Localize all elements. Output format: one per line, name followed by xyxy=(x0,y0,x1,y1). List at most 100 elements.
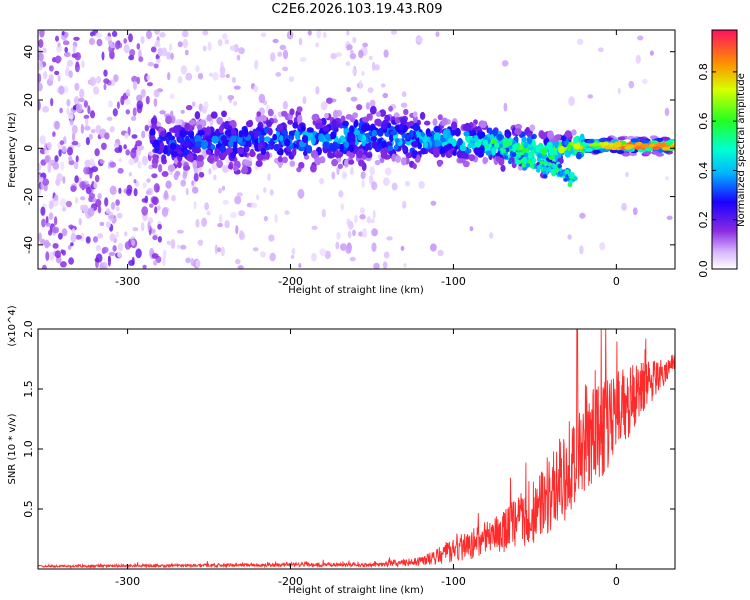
spectrogram-cell xyxy=(400,157,407,166)
spectrogram-cell xyxy=(58,85,65,95)
spectrogram-cell xyxy=(319,178,325,185)
spectrogram-cell xyxy=(361,179,365,188)
spectrogram-cell xyxy=(352,229,356,237)
spectrogram-cell xyxy=(535,145,541,153)
spectrogram-cell xyxy=(163,190,169,200)
spectrogram-cell xyxy=(322,125,330,132)
spectrogram-cell xyxy=(359,79,363,90)
spectrogram-cell xyxy=(269,189,274,196)
spectrogram-cell xyxy=(167,164,176,172)
spectrogram-cell xyxy=(269,252,276,262)
spectrogram-cell xyxy=(191,101,196,107)
spectrogram-cell xyxy=(352,129,360,136)
spectrogram-cell xyxy=(249,148,255,158)
spectrogram-cell xyxy=(128,158,136,166)
spectrogram-cell xyxy=(61,206,67,212)
spectrogram-cell xyxy=(151,173,158,179)
spectrogram-cell xyxy=(628,152,637,157)
spectrogram-cell xyxy=(141,221,145,232)
spectrogram-cell xyxy=(228,140,234,148)
spectrogram-cell xyxy=(617,87,621,95)
spectrogram-cell xyxy=(310,164,317,173)
spectrogram-cell xyxy=(528,154,533,159)
y-tick-label: 1.5 xyxy=(22,380,35,398)
spectrogram-cell xyxy=(289,108,295,116)
spectrogram-cell xyxy=(185,72,193,81)
spectrogram-cell xyxy=(180,65,188,75)
spectrogram-cell xyxy=(542,170,547,176)
spectrogram-cell xyxy=(190,257,195,267)
spectrogram-cell xyxy=(210,111,218,119)
spectrogram-cell xyxy=(152,196,159,206)
spectrogram-cell xyxy=(461,152,468,159)
spectrogram-cell xyxy=(96,38,103,47)
spectrogram-cell xyxy=(468,142,475,148)
spectrogram-cell xyxy=(154,30,160,35)
spectrogram-cell xyxy=(433,132,441,141)
spectrogram-cell xyxy=(243,159,250,165)
spectrogram-cell xyxy=(558,172,564,177)
spectrogram-cell xyxy=(526,136,533,145)
spectrogram-cell xyxy=(154,206,158,214)
spectrogram-cell xyxy=(195,259,201,268)
spectrogram-cell xyxy=(42,71,48,80)
spectrogram-cell xyxy=(349,167,354,175)
spectrogram-cell xyxy=(61,249,66,256)
spectrogram-cell xyxy=(220,135,227,142)
spectrogram-cell xyxy=(371,140,378,150)
spectrogram-cell xyxy=(94,148,100,157)
spectrogram-cell xyxy=(657,142,666,147)
spectrogram-cell xyxy=(374,118,380,126)
spectrogram-cell xyxy=(68,159,75,166)
spectrogram-cell xyxy=(79,181,87,189)
spectrogram-cell xyxy=(339,143,344,153)
spectrogram-cell xyxy=(450,121,458,131)
spectrogram-cell xyxy=(362,116,370,123)
spectrogram-cell xyxy=(99,159,105,164)
spectrogram-cell xyxy=(38,176,44,183)
spectrogram-cell xyxy=(365,152,373,159)
spectrogram-cell xyxy=(101,142,107,150)
spectrogram-cell xyxy=(289,160,296,167)
spectrogram-cell xyxy=(346,87,351,92)
y-tick-label: 40 xyxy=(22,45,35,59)
spectrogram-cell xyxy=(118,187,122,194)
spectrogram-cell xyxy=(129,49,136,57)
spectrogram-cell xyxy=(432,146,440,155)
spectrogram-cell xyxy=(331,171,336,180)
spectrogram-cell xyxy=(109,233,116,242)
spectrogram-cell xyxy=(75,196,79,204)
spectrogram-cell xyxy=(161,207,169,218)
spectrogram-cell xyxy=(442,129,448,139)
spectrogram-cell xyxy=(232,142,238,149)
spectrogram-cell xyxy=(217,247,222,253)
spectrogram-cell xyxy=(136,43,141,50)
spectrogram-cell xyxy=(282,66,289,72)
spectrogram-cell xyxy=(494,142,500,149)
spectrogram-cell xyxy=(557,163,562,169)
spectrogram-cell xyxy=(199,119,207,127)
spectrogram-cell xyxy=(274,213,278,223)
spectrogram-cell xyxy=(94,174,100,183)
spectrogram-cell xyxy=(391,153,397,162)
spectrogram-cell xyxy=(433,125,441,133)
spectrogram-cell xyxy=(70,185,77,192)
spectrogram-cell xyxy=(521,136,527,143)
spectrogram-cell xyxy=(357,133,363,141)
x-tick-label: -100 xyxy=(441,575,466,588)
spectrogram-cell xyxy=(170,239,176,249)
spectrogram-cell xyxy=(191,180,195,186)
spectrogram-cell xyxy=(194,146,201,154)
spectrogram-cell xyxy=(507,159,513,165)
spectrogram-cell xyxy=(161,47,168,57)
spectrogram-cell xyxy=(85,186,92,195)
spectrogram-cell xyxy=(141,206,149,216)
spectrogram-cell xyxy=(80,123,85,134)
spectrogram-cell xyxy=(345,114,353,120)
spectrogram-cell xyxy=(236,192,243,197)
spectrogram-cell xyxy=(233,85,241,90)
spectrogram-cell xyxy=(237,147,244,155)
spectrogram-cell xyxy=(325,133,331,141)
spectrogram-cell xyxy=(403,263,407,268)
spectrogram-cell xyxy=(185,187,189,196)
